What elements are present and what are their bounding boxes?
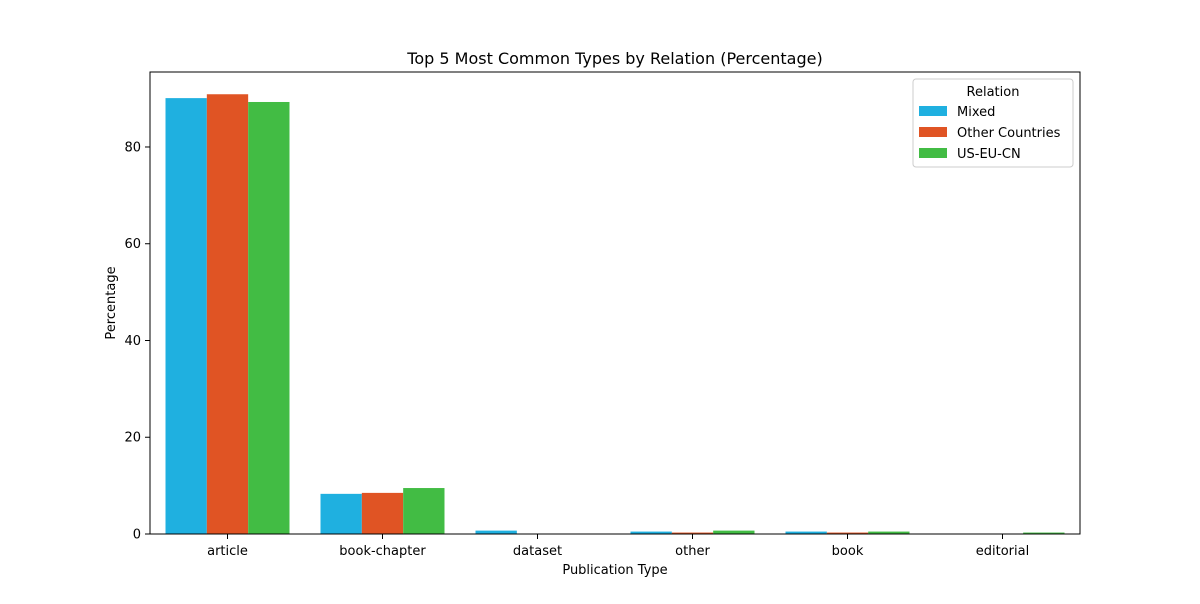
x-axis-label: Publication Type [562,563,667,578]
y-axis-label: Percentage [104,266,119,339]
bar [868,531,910,534]
x-tick-label: editorial [976,544,1029,559]
x-axis: article book-chapter dataset other book edito… [207,534,1029,559]
legend-swatch [919,148,947,158]
y-tick-label: 80 [124,140,141,155]
y-axis: 0 20 40 60 80 [124,140,150,543]
legend: Relation Mixed Other Countries US-EU-CN [912,78,1074,168]
bar [206,94,249,534]
bar [320,493,362,534]
legend-swatch [919,127,947,137]
bar [165,98,207,535]
bar [475,530,517,534]
x-tick-label: other [675,544,710,559]
bar [630,531,672,534]
x-tick-label: dataset [513,544,562,559]
plot-frame [149,71,1081,535]
bar [826,532,869,534]
legend-box [912,78,1074,168]
y-tick-label: 20 [124,431,141,446]
bar [671,532,714,534]
y-tick-label: 40 [124,334,141,349]
legend-label: Mixed [957,105,995,120]
legend-title: Relation [967,85,1020,100]
y-tick-label: 0 [133,528,141,543]
bar [713,530,755,534]
bar [785,531,827,534]
legend-label: Other Countries [957,126,1061,141]
legend-label: US-EU-CN [957,147,1021,162]
y-tick-label: 60 [124,237,141,252]
x-tick-label: article [207,544,248,559]
bar [361,492,404,534]
chart-title: Top 5 Most Common Types by Relation (Per… [406,49,822,68]
bar [403,488,445,534]
bar [1023,532,1065,534]
legend-swatch [919,106,947,116]
bars-group [165,94,1065,535]
bar [248,101,290,535]
x-tick-label: book [832,544,864,559]
x-tick-label: book-chapter [339,544,426,559]
